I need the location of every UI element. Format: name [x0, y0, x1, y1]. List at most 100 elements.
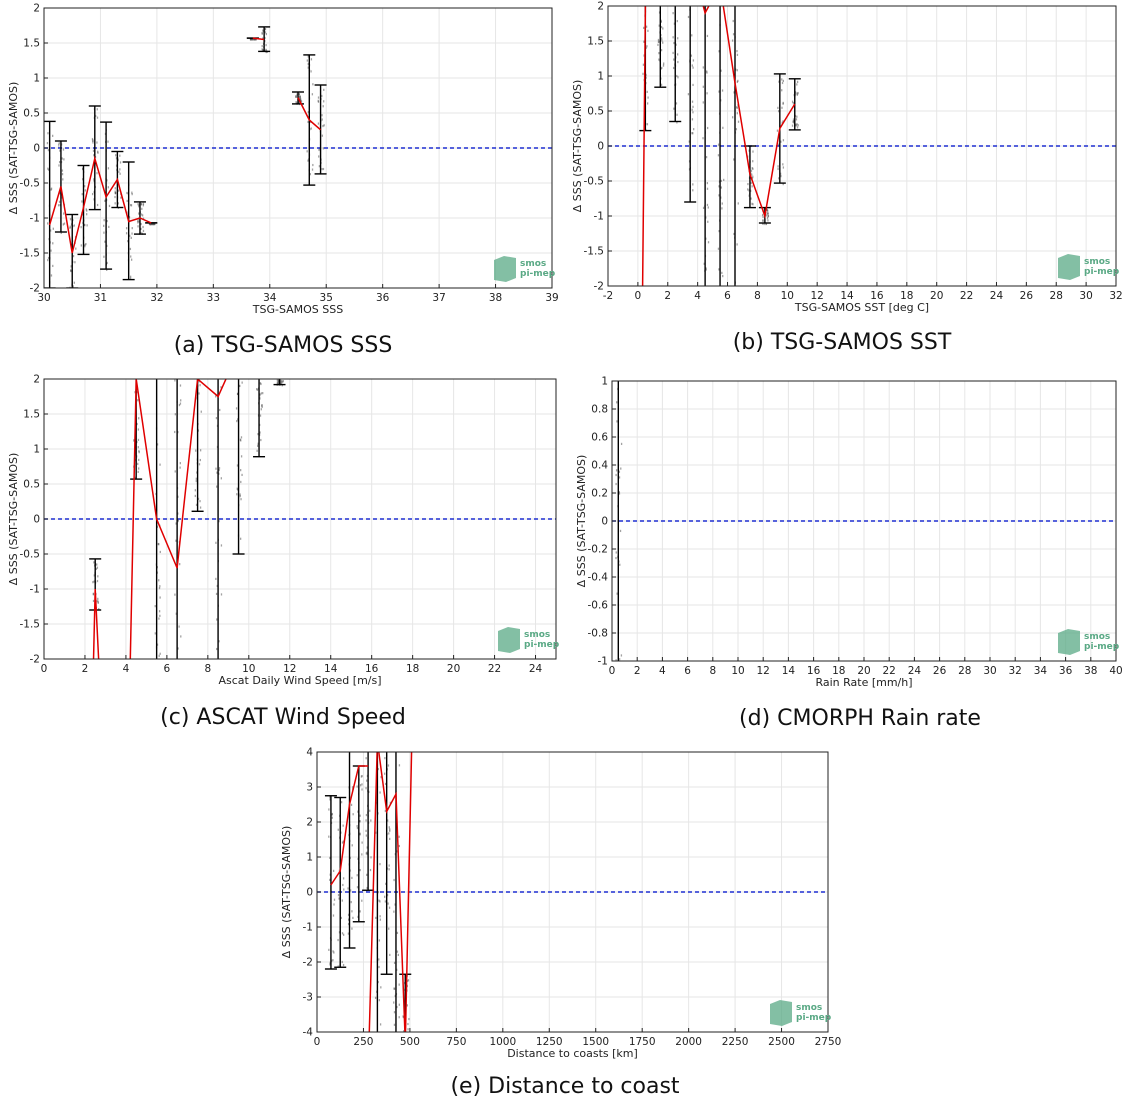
scatter-point	[366, 886, 368, 890]
y-tick-label: 0.4	[591, 460, 608, 472]
scatter-point	[616, 592, 618, 595]
scatter-point	[276, 381, 278, 384]
scatter-point	[356, 886, 359, 889]
scatter-point	[321, 94, 323, 98]
scatter-point	[317, 122, 320, 125]
scatter-point	[321, 134, 324, 137]
scatter-point	[767, 210, 769, 213]
scatter-point	[763, 222, 765, 226]
x-tick-label: 33	[207, 292, 220, 304]
x-tick-label: 2	[664, 290, 671, 302]
scatter-point	[672, 12, 674, 15]
scatter-point	[692, 66, 694, 69]
scatter-point	[137, 446, 139, 449]
scatter-point	[129, 247, 132, 251]
scatter-point	[117, 159, 119, 162]
scatter-point	[337, 894, 340, 897]
scatter-point	[321, 118, 323, 121]
scatter-point	[342, 824, 344, 827]
smos-logo-text: pi-mep	[796, 1013, 832, 1023]
scatter-point	[660, 25, 663, 29]
scatter-point	[131, 227, 133, 230]
scatter-point	[379, 900, 381, 903]
scatter-point	[384, 772, 386, 775]
scatter-point	[750, 181, 752, 185]
scatter-point	[386, 894, 389, 897]
scatter-point	[796, 115, 798, 118]
scatter-point	[394, 994, 396, 997]
scatter-point	[321, 167, 323, 171]
scatter-point	[177, 519, 179, 522]
scatter-point	[340, 916, 342, 920]
scatter-point	[347, 923, 350, 926]
smos-logo-text: pi-mep	[520, 269, 556, 279]
scatter-point	[91, 137, 94, 141]
scatter-point	[159, 652, 161, 655]
scatter-point	[398, 844, 400, 848]
scatter-point	[318, 148, 320, 152]
scatter-point	[706, 182, 709, 185]
scatter-point	[796, 80, 799, 84]
scatter-point	[332, 869, 335, 872]
scatter-point	[388, 832, 390, 835]
scatter-point	[333, 903, 335, 906]
scatter-point	[662, 64, 665, 67]
scatter-point	[736, 243, 738, 246]
scatter-point	[49, 229, 52, 232]
smos-logo-mark	[1058, 629, 1080, 655]
scatter-point	[702, 137, 704, 140]
scatter-point	[791, 124, 794, 127]
scatter-point	[359, 910, 361, 913]
x-tick-label: 20	[447, 663, 460, 675]
scatter-point	[615, 551, 617, 554]
scatter-point	[356, 826, 359, 830]
scatter-point	[215, 417, 218, 420]
y-tick-label: 0	[597, 141, 604, 153]
scatter-point	[351, 910, 353, 913]
scatter-point	[174, 593, 176, 596]
x-tick-label: 0	[635, 290, 642, 302]
scatter-point	[752, 167, 754, 170]
scatter-point	[615, 556, 617, 560]
scatter-point	[215, 485, 218, 488]
mean-line	[641, 6, 796, 286]
scatter-point	[47, 256, 50, 260]
x-tick-label: 4	[694, 290, 701, 302]
scatter-point	[398, 1016, 400, 1019]
scatter-point	[368, 790, 370, 794]
scatter-point	[138, 205, 140, 208]
x-tick-label: 28	[1050, 290, 1063, 302]
x-tick-label: 35	[320, 292, 333, 304]
scatter-point	[378, 965, 380, 969]
y-tick-label: -0.5	[20, 178, 41, 190]
scatter-point	[706, 187, 709, 190]
y-axis-label: Δ SSS (SAT-TSG-SAMOS)	[7, 82, 20, 215]
scatter-point	[615, 469, 618, 472]
scatter-point	[58, 142, 60, 145]
scatter-point	[403, 1033, 404, 1035]
scatter-point	[341, 932, 344, 935]
x-tick-label: 2500	[768, 1036, 795, 1048]
scatter-point	[366, 846, 368, 849]
scatter-point	[58, 160, 61, 164]
scatter-point	[69, 225, 71, 228]
scatter-point	[239, 384, 241, 388]
scatter-point	[298, 101, 300, 104]
scatter-point	[84, 189, 87, 192]
scatter-point	[240, 480, 242, 484]
scatter-point	[177, 647, 179, 650]
x-tick-label: 4	[659, 665, 666, 677]
scatter-point	[672, 36, 674, 39]
scatter-point	[318, 155, 320, 158]
scatter-point	[177, 512, 179, 515]
scatter-point	[50, 249, 52, 252]
scatter-point	[197, 429, 199, 432]
scatter-point	[776, 129, 779, 132]
scatter-point	[691, 132, 693, 135]
scatter-point	[241, 473, 243, 477]
x-tick-label: 28	[958, 665, 971, 677]
scatter-point	[782, 79, 784, 82]
scatter-point	[52, 134, 54, 137]
scatter-point	[692, 183, 694, 186]
